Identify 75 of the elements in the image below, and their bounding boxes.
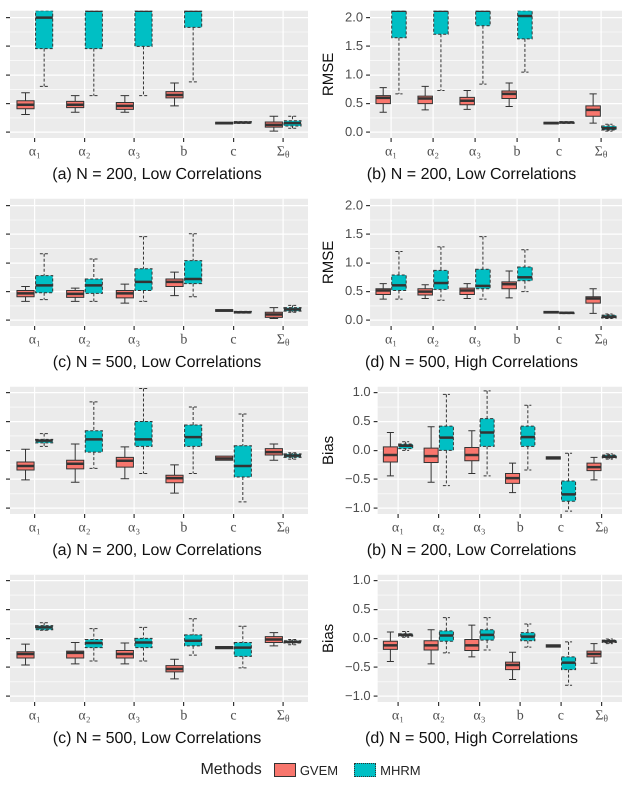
y-tick-label: 1.5 bbox=[344, 38, 364, 53]
text: (c) N = 500, Low Correlations bbox=[52, 729, 262, 749]
x-tick-label: α₁ bbox=[28, 144, 41, 160]
x-tick-label: α₃ bbox=[128, 708, 140, 724]
text: (c) N = 500, Low Correlations bbox=[52, 353, 262, 373]
x-tick-label: α₂ bbox=[78, 520, 91, 536]
x-tick-label: b bbox=[180, 144, 188, 160]
legend-label: GVEM bbox=[300, 762, 338, 778]
x-tick-label: α₂ bbox=[426, 332, 440, 348]
x-tick-label: α₃ bbox=[473, 520, 486, 536]
y-tick-label: 0.0 bbox=[352, 630, 371, 645]
text: (a) N = 200, Low Correlations bbox=[51, 541, 263, 561]
x-tick-label: α₁ bbox=[392, 708, 404, 724]
y-tick-label: 1.0 bbox=[352, 384, 371, 400]
x-tick-label: α₃ bbox=[468, 332, 482, 348]
y-tick-label: −0.5 bbox=[344, 658, 371, 674]
x-tick-label: α₁ bbox=[384, 144, 398, 160]
y-tick-label: 0.0 bbox=[344, 312, 364, 327]
x-tick-label: α₂ bbox=[78, 144, 91, 160]
y-tick-label: 1.0 bbox=[344, 66, 364, 82]
y-tick-label: 0.5 bbox=[344, 95, 364, 110]
x-tick-label: c bbox=[230, 332, 237, 348]
y-tick-label: 0.0 bbox=[352, 442, 371, 457]
x-tick-label: b bbox=[516, 520, 524, 536]
x-tick-label: α₃ bbox=[128, 520, 140, 536]
text: (d) N = 500, High Correlations bbox=[364, 353, 579, 373]
x-tick-label: α₂ bbox=[432, 520, 445, 536]
x-tick-label: α₃ bbox=[128, 144, 140, 160]
x-tick-label: α₃ bbox=[468, 144, 482, 160]
y-axis-title: Bias bbox=[320, 436, 338, 465]
y-tick-label: 2.0 bbox=[344, 9, 364, 24]
y-axis-title: RMSE bbox=[320, 52, 338, 96]
y-tick-label: −1.0 bbox=[344, 688, 371, 703]
y-tick-label: 1.5 bbox=[344, 226, 364, 241]
x-tick-label: c bbox=[556, 144, 562, 160]
y-tick-label: −1.0 bbox=[344, 500, 371, 515]
x-tick-label: α₂ bbox=[426, 144, 440, 160]
x-tick-label: b bbox=[180, 520, 188, 536]
text: (a) N = 200, Low Correlations bbox=[51, 165, 263, 185]
x-tick-label: b bbox=[516, 708, 524, 724]
x-tick-label: c bbox=[558, 520, 564, 536]
x-tick-label: α₁ bbox=[28, 520, 41, 536]
legend-title: Methods bbox=[200, 761, 262, 779]
x-tick-label: c bbox=[230, 520, 237, 536]
x-tick-label: c bbox=[558, 708, 564, 724]
x-tick-label: c bbox=[230, 708, 237, 724]
y-tick-label: 1.0 bbox=[352, 572, 371, 588]
x-tick-label: α₁ bbox=[392, 520, 404, 536]
x-tick-label: b bbox=[514, 332, 521, 348]
y-tick-label: 0.0 bbox=[344, 124, 364, 139]
y-tick-label: 0.5 bbox=[344, 283, 364, 298]
x-tick-label: α₂ bbox=[78, 332, 91, 348]
text: (b) N = 200, Low Correlations bbox=[366, 541, 578, 561]
y-tick-label: 2.0 bbox=[344, 197, 364, 212]
x-tick-label: b bbox=[180, 332, 188, 348]
x-tick-label: α₃ bbox=[128, 332, 140, 348]
x-tick-label: α₁ bbox=[28, 708, 41, 724]
x-tick-label: α₃ bbox=[473, 708, 486, 724]
x-tick-label: α₂ bbox=[78, 708, 91, 724]
x-tick-label: α₁ bbox=[28, 332, 41, 348]
legend-label: MHRM bbox=[380, 762, 421, 778]
y-axis-title: Bias bbox=[320, 624, 338, 653]
text: (d) N = 500, High Correlations bbox=[364, 729, 579, 749]
x-tick-label: α₂ bbox=[432, 708, 445, 724]
x-tick-label: α₁ bbox=[384, 332, 398, 348]
y-tick-label: 0.5 bbox=[352, 413, 371, 428]
y-tick-label: 0.5 bbox=[352, 601, 371, 616]
x-tick-label: c bbox=[556, 332, 562, 348]
x-tick-label: c bbox=[230, 144, 237, 160]
text: (b) N = 200, Low Correlations bbox=[366, 165, 578, 185]
y-axis-title: RMSE bbox=[320, 240, 338, 284]
y-tick-label: 1.0 bbox=[344, 254, 364, 270]
x-tick-label: b bbox=[514, 144, 521, 160]
x-tick-label: b bbox=[180, 708, 188, 724]
y-tick-label: −0.5 bbox=[344, 470, 371, 486]
